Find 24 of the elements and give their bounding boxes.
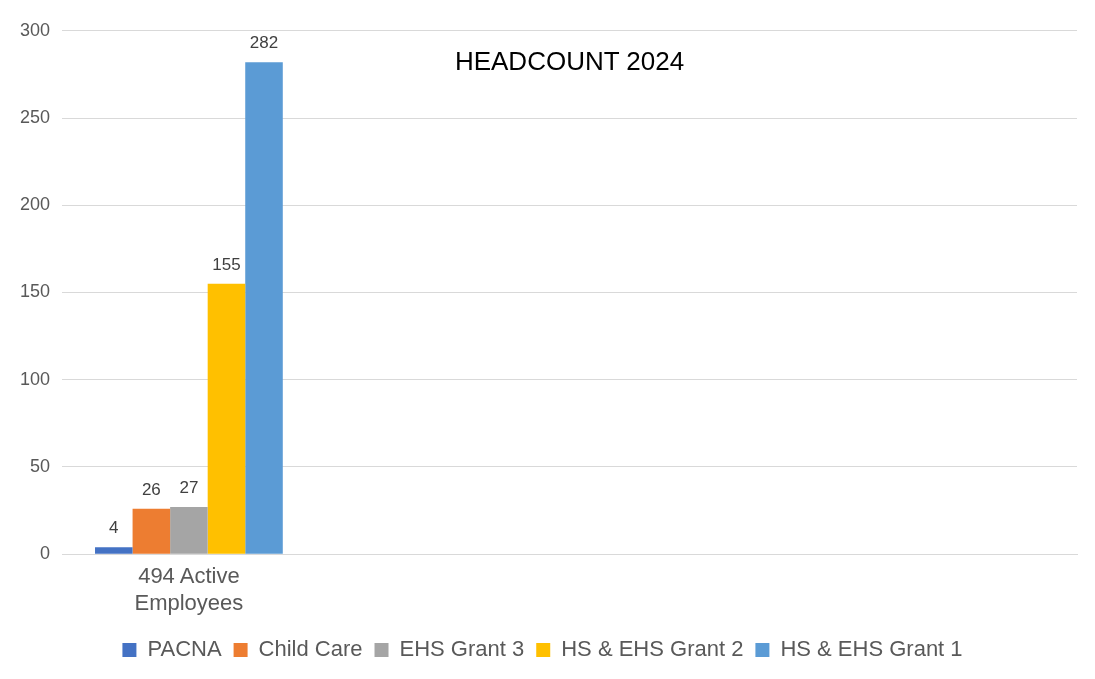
y-tick-label: 0	[40, 543, 51, 564]
y-tick-label: 100	[19, 368, 51, 389]
y-tick-label: 250	[19, 107, 51, 127]
bar	[132, 508, 171, 554]
bar	[245, 62, 283, 554]
legend-label: HS & EHS Grant 2	[561, 636, 744, 662]
legend-label: HS & EHS Grant 1	[780, 636, 963, 662]
x-tick-label: 494 Active Employees	[134, 563, 244, 615]
legend-label: PACNA	[147, 636, 222, 662]
legend-label: Child Care	[258, 636, 363, 662]
bar	[170, 507, 208, 554]
data-label: 282	[249, 33, 279, 53]
text: HEADCOUNT 2024	[454, 45, 685, 76]
data-label: 26	[141, 480, 161, 500]
data-label: 155	[212, 254, 241, 274]
y-tick-label: 50	[30, 455, 51, 476]
legend-label: EHS Grant 3	[399, 636, 525, 662]
y-tick-label: 200	[19, 194, 51, 215]
data-label: 27	[179, 478, 199, 498]
y-tick-label: 300	[19, 19, 51, 40]
y-tick-label: 150	[19, 281, 51, 302]
data-label: 4	[109, 518, 119, 538]
bar	[207, 283, 246, 554]
bar	[95, 547, 133, 554]
